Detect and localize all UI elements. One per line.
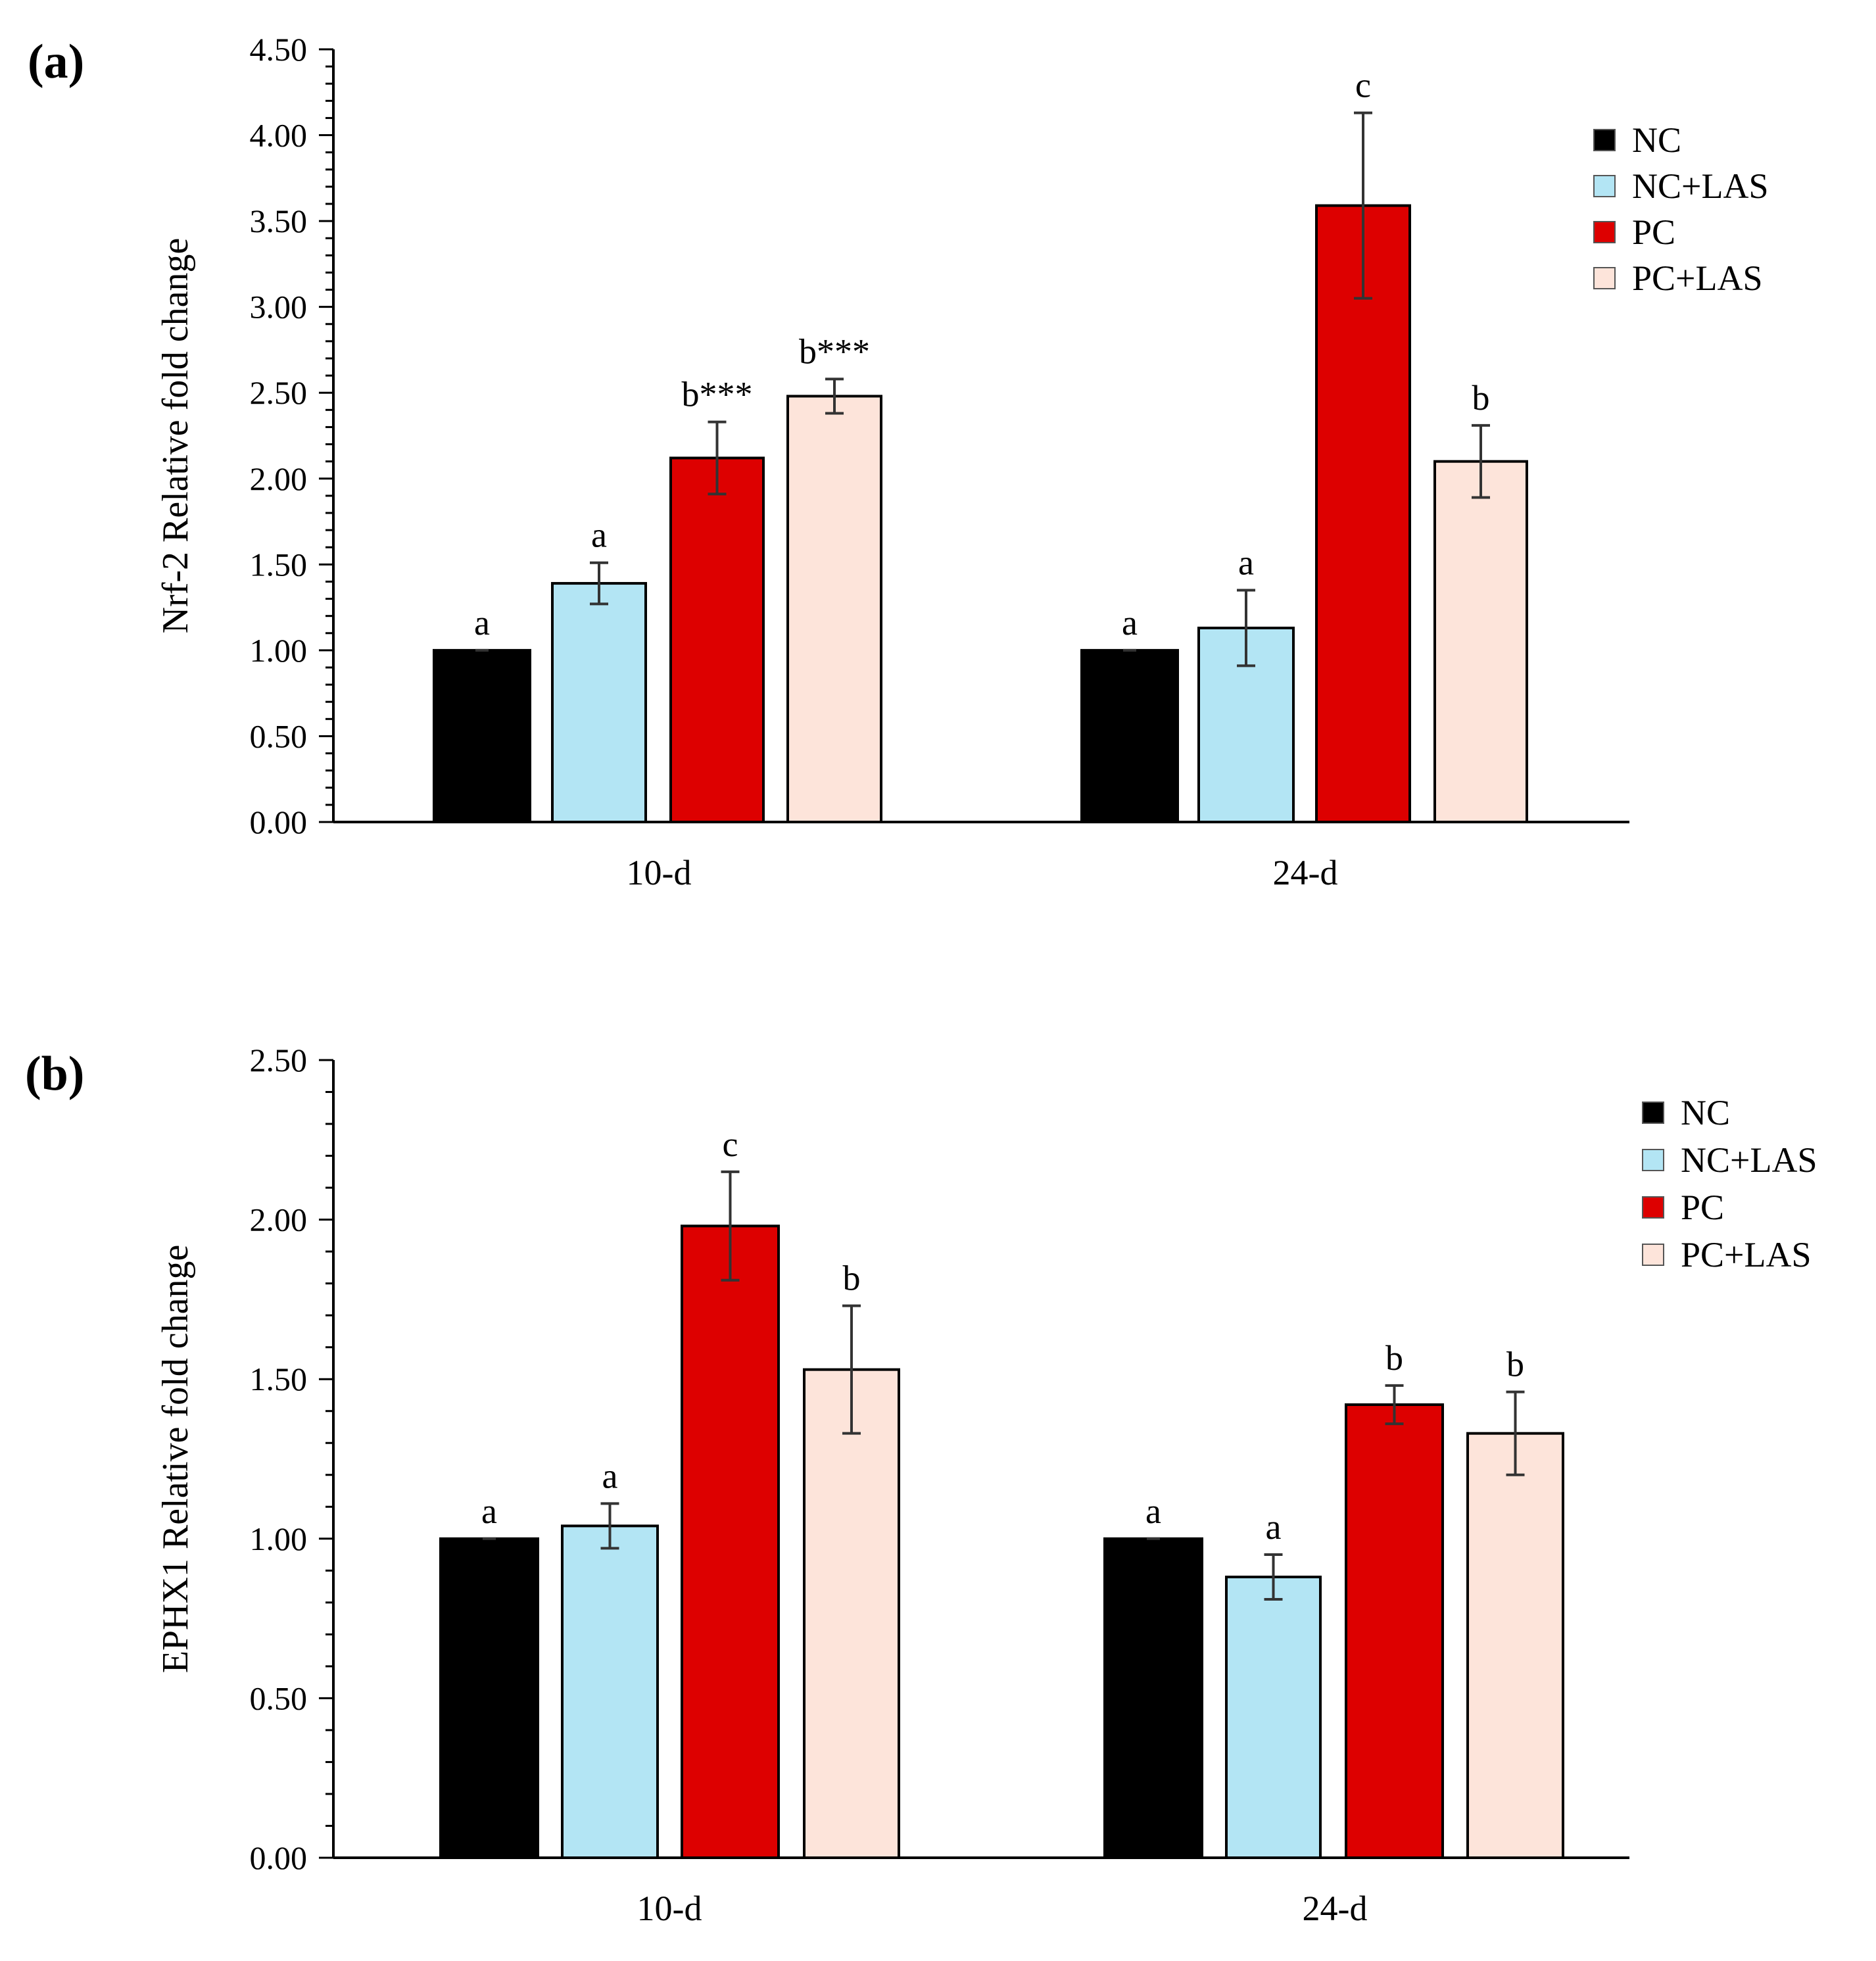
- y-tick-label: 2.00: [250, 460, 308, 497]
- bar-pc-las-10-d: [786, 395, 882, 823]
- legend-swatch: [1642, 1149, 1664, 1171]
- y-tick-label: 0.50: [250, 1680, 308, 1716]
- y-axis-title: Nrf-2 Relative fold change: [155, 238, 196, 634]
- legend-label: PC+LAS: [1681, 1235, 1812, 1274]
- bar-pc-las-24-d: [1466, 1432, 1564, 1860]
- significance-label: c: [1355, 66, 1371, 105]
- bar-nc-las-10-d: [561, 1524, 659, 1860]
- y-tick-label: 1.00: [250, 1520, 308, 1557]
- y-axis-title: EPHX1 Relative fold change: [155, 1245, 196, 1674]
- y-tick-label: 0.50: [250, 717, 308, 754]
- significance-label: b***: [682, 375, 753, 414]
- significance-label: a: [1145, 1491, 1161, 1531]
- significance-label: a: [481, 1491, 497, 1531]
- significance-label: a: [474, 603, 490, 642]
- significance-label: a: [1266, 1507, 1282, 1547]
- legend-swatch: [1642, 1244, 1664, 1266]
- y-tick-label: 0.00: [250, 804, 308, 840]
- legend-label: NC: [1632, 120, 1681, 160]
- legend-label: PC+LAS: [1632, 258, 1763, 298]
- significance-label: b: [1385, 1338, 1403, 1378]
- y-tick-label: 1.50: [250, 546, 308, 583]
- legend-swatch: [1642, 1102, 1664, 1124]
- legend-label: NC: [1681, 1093, 1730, 1132]
- legend-label: NC+LAS: [1632, 166, 1768, 206]
- significance-label: a: [1238, 543, 1254, 583]
- bar-pc-24-d: [1315, 204, 1411, 824]
- panel-label: (b): [25, 1047, 84, 1101]
- legend-swatch: [1642, 1196, 1664, 1219]
- significance-label: b: [843, 1259, 861, 1298]
- bar-pc-las-10-d: [803, 1368, 900, 1860]
- bar-pc-10-d: [669, 456, 765, 823]
- x-category-label: 24-d: [1303, 1889, 1368, 1928]
- y-tick-label: 2.00: [250, 1201, 308, 1238]
- x-category-label: 24-d: [1273, 853, 1338, 892]
- y-tick-label: 4.50: [250, 31, 308, 68]
- legend-swatch: [1593, 175, 1616, 197]
- bar-pc-10-d: [681, 1224, 780, 1859]
- bar-pc-24-d: [1345, 1403, 1444, 1860]
- significance-label: b: [1472, 378, 1490, 418]
- y-tick-label: 3.50: [250, 203, 308, 239]
- x-category-label: 10-d: [627, 853, 692, 892]
- legend-swatch: [1593, 129, 1616, 151]
- bar-nc-24-d: [1080, 648, 1179, 824]
- significance-label: b***: [799, 331, 870, 371]
- significance-label: c: [723, 1125, 738, 1164]
- panel-a-chart: (a) Nrf-2 Relative fold change 0.00 0.50 1.0…: [28, 31, 1768, 892]
- significance-label: b: [1506, 1345, 1524, 1384]
- bar-nc-10-d: [439, 1537, 539, 1860]
- x-category-label: 10-d: [637, 1889, 702, 1928]
- legend-label: NC+LAS: [1681, 1140, 1817, 1180]
- panel-label: (a): [28, 35, 84, 89]
- y-tick-label: 2.50: [250, 374, 308, 411]
- bar-nc-las-10-d: [551, 582, 647, 823]
- bar-nc-24-d: [1103, 1537, 1203, 1860]
- legend-label: PC: [1681, 1188, 1724, 1227]
- significance-label: a: [602, 1456, 618, 1495]
- panel-b-chart: (b) EPHX1 Relative fold change 0.00 0.50 1.0…: [25, 1042, 1817, 1928]
- y-tick-label: 3.00: [250, 289, 308, 326]
- y-tick-label: 0.00: [250, 1839, 308, 1876]
- y-tick-label: 1.50: [250, 1361, 308, 1397]
- significance-label: a: [591, 516, 607, 555]
- legend-label: PC: [1632, 212, 1675, 252]
- significance-label: a: [1122, 603, 1138, 642]
- bar-nc-las-24-d: [1225, 1576, 1322, 1859]
- y-tick-label: 2.50: [250, 1042, 308, 1078]
- y-tick-label: 4.00: [250, 117, 308, 154]
- y-tick-label: 1.00: [250, 632, 308, 669]
- legend-swatch: [1593, 221, 1616, 243]
- legend-swatch: [1593, 267, 1616, 289]
- bar-nc-10-d: [433, 648, 531, 824]
- bar-pc-las-24-d: [1433, 460, 1528, 823]
